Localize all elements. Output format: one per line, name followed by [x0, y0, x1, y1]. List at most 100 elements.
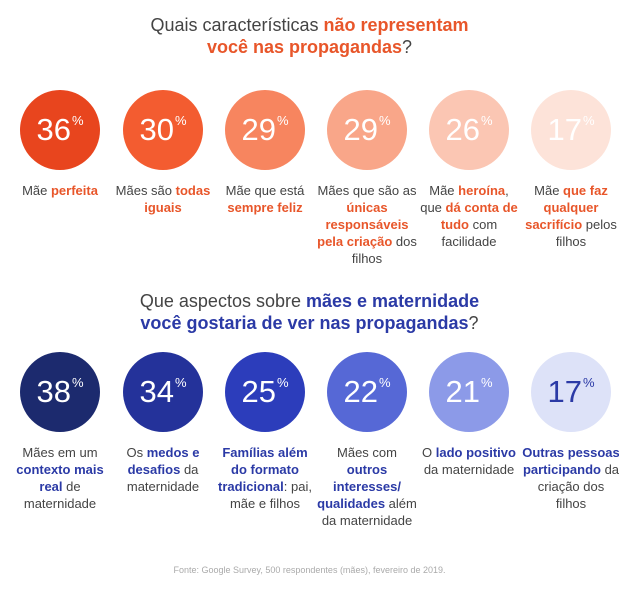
- title-highlight: não representam: [323, 15, 469, 35]
- stat-value: 17: [547, 374, 582, 409]
- label-highlight: que faz qualquer sacrifício: [525, 183, 608, 232]
- stat-item: 17% Outras pessoas participando da criaçã…: [521, 352, 619, 512]
- stat-circle: 25%: [225, 352, 305, 432]
- stat-circle: 26%: [429, 90, 509, 170]
- label-text: com facilidade: [441, 217, 498, 249]
- label-text: Mãe: [429, 183, 455, 198]
- stat-unit: %: [582, 113, 595, 128]
- stat-unit: %: [71, 113, 84, 128]
- stat-value: 26: [445, 112, 480, 147]
- stat-unit: %: [276, 113, 289, 128]
- chart-title-2: Que aspectos sobre mães e maternidade voc…: [0, 290, 619, 334]
- stat-item: 21% O lado positivo da maternidade: [419, 352, 519, 478]
- stat-label: Mães que são as únicas responsáveis pela…: [317, 182, 417, 267]
- stat-circle: 22%: [327, 352, 407, 432]
- stat-circle: 21%: [429, 352, 509, 432]
- label-highlight: únicas responsáveis pela criação: [317, 200, 409, 249]
- stat-item: 34% Os medos e desafios da maternidade: [113, 352, 213, 495]
- stat-unit: %: [378, 375, 391, 390]
- label-text: Os: [126, 445, 144, 460]
- source-footer: Fonte: Google Survey, 500 respondentes (…: [173, 565, 446, 575]
- stat-item: 26% Mãe heroína, que dá conta de tudo com…: [419, 90, 519, 250]
- stat-value: 29: [343, 112, 378, 147]
- label-text: Mãe: [22, 183, 48, 198]
- stat-label: O lado positivo da maternidade: [419, 444, 519, 478]
- stat-unit: %: [480, 113, 493, 128]
- stat-value: 38: [36, 374, 71, 409]
- stat-item: 29% Mãe que está sempre feliz: [215, 90, 315, 216]
- stat-item: 25% Famílias além do formato tradicional:…: [215, 352, 315, 512]
- stat-item: 30% Mães são todas iguais: [113, 90, 213, 216]
- label-text: além da maternidade: [321, 496, 417, 528]
- label-text: Mãe: [534, 183, 560, 198]
- label-highlight: Outras pessoas participando: [522, 445, 619, 477]
- stat-unit: %: [480, 375, 493, 390]
- stat-label: Mãe que faz qualquer sacrifício pelos fi…: [521, 182, 619, 250]
- label-text: Mãe que está: [225, 183, 305, 198]
- label-text: da criação dos filhos: [537, 462, 619, 511]
- label-text: O: [422, 445, 433, 460]
- title-highlight: você nas propagandas: [206, 37, 403, 57]
- stat-circle: 30%: [123, 90, 203, 170]
- stat-value: 30: [139, 112, 174, 147]
- stat-label: Mães com outros interesses/ qualidades a…: [317, 444, 417, 529]
- label-text: Mães com: [337, 445, 397, 460]
- stat-circle: 17%: [531, 90, 611, 170]
- stat-value: 22: [343, 374, 378, 409]
- title-highlight: mães e maternidade: [306, 291, 480, 311]
- stat-unit: %: [582, 375, 595, 390]
- label-highlight: contexto mais real: [16, 462, 104, 494]
- label-text: , que: [420, 183, 509, 215]
- stat-value: 21: [445, 374, 480, 409]
- stat-unit: %: [378, 113, 391, 128]
- stat-circle: 38%: [20, 352, 100, 432]
- title-highlight: você gostaria de ver nas propagandas: [140, 313, 469, 333]
- stat-label: Outras pessoas participando da criação d…: [521, 444, 619, 512]
- label-text: de maternidade: [23, 479, 97, 511]
- label-text: da maternidade: [126, 462, 200, 494]
- stat-label: Mães são todas iguais: [113, 182, 213, 216]
- stat-item: 22% Mães com outros interesses/ qualidade…: [317, 352, 417, 529]
- stat-value: 17: [547, 112, 582, 147]
- label-text: dos filhos: [351, 234, 417, 266]
- stat-label: Os medos e desafios da maternidade: [113, 444, 213, 495]
- stat-value: 34: [139, 374, 174, 409]
- label-highlight: medos e desafios: [127, 445, 200, 477]
- stat-unit: %: [276, 375, 289, 390]
- chart-row-2: 38% Mães em um contexto mais real de mate…: [0, 352, 619, 528]
- stat-circle: 29%: [327, 90, 407, 170]
- stat-label: Mãe que está sempre feliz: [215, 182, 315, 216]
- chart-title-1: Quais características não representam voc…: [0, 14, 619, 58]
- stat-item: 17% Mãe que faz qualquer sacrifício pelos…: [521, 90, 619, 250]
- stat-label: Famílias além do formato tradicional: pa…: [215, 444, 315, 512]
- label-highlight: sempre feliz: [227, 200, 303, 215]
- label-highlight: Famílias além do formato tradicional: [218, 445, 308, 494]
- stat-item: 38% Mães em um contexto mais real de mate…: [10, 352, 110, 512]
- stat-label: Mães em um contexto mais real de materni…: [10, 444, 110, 512]
- title-text: Que aspectos sobre: [139, 291, 306, 311]
- stat-unit: %: [174, 375, 187, 390]
- label-highlight: dá conta de tudo: [440, 200, 518, 232]
- stat-label: Mãe perfeita: [10, 182, 110, 199]
- title-text: ?: [468, 313, 479, 333]
- stat-circle: 36%: [20, 90, 100, 170]
- stat-value: 36: [36, 112, 71, 147]
- title-text: ?: [402, 37, 413, 57]
- stat-label: Mãe heroína, que dá conta de tudo com fa…: [419, 182, 519, 250]
- label-text: Mães em um: [22, 445, 98, 460]
- stat-value: 29: [241, 112, 276, 147]
- label-highlight: heroína: [454, 183, 506, 198]
- label-text: da maternidade: [423, 462, 515, 477]
- stat-circle: 34%: [123, 352, 203, 432]
- label-highlight: perfeita: [47, 183, 98, 198]
- stat-value: 25: [241, 374, 276, 409]
- label-highlight: lado positivo: [432, 445, 516, 460]
- stat-circle: 17%: [531, 352, 611, 432]
- label-text: pelos filhos: [555, 217, 617, 249]
- stat-item: 29% Mães que são as únicas responsáveis p…: [317, 90, 417, 267]
- title-text: Quais características: [150, 15, 324, 35]
- stat-unit: %: [174, 113, 187, 128]
- stat-item: 36% Mãe perfeita: [10, 90, 110, 199]
- chart-row-1: 36% Mãe perfeita 30% Mães são todas iguais 2…: [0, 90, 619, 266]
- label-text: Mães que são as: [317, 183, 417, 198]
